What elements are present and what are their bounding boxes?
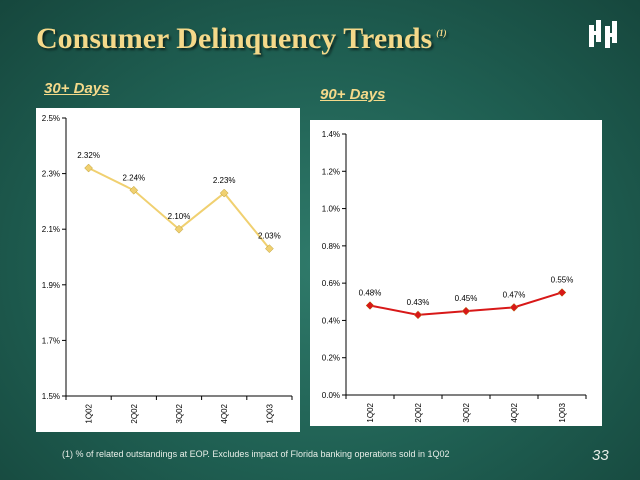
data-label: 2.03% bbox=[258, 232, 281, 241]
x-tick-label: 1Q03 bbox=[265, 403, 274, 423]
data-point-marker bbox=[509, 303, 519, 312]
y-tick-label: 0.6% bbox=[322, 279, 340, 288]
y-tick-label: 0.8% bbox=[322, 242, 340, 251]
data-point-marker bbox=[365, 301, 375, 310]
x-tick-label: 2Q02 bbox=[130, 403, 139, 423]
y-tick-label: 2.3% bbox=[42, 170, 60, 179]
data-point-marker bbox=[557, 288, 567, 297]
chart-90-days: 0.0% 0.2% 0.4% 0.6% 0.8% 1.0% 1.2% 1.4% 1Q02 2Q02… bbox=[322, 130, 587, 423]
chart-30-days-panel: 1.5% 1.7% 1.9% 2.1% 2.3% 2.5% 1Q02 2Q02 3Q02 4Q02… bbox=[36, 108, 300, 432]
data-label: 0.43% bbox=[407, 298, 430, 307]
x-tick-label: 4Q02 bbox=[510, 402, 519, 422]
data-label: 2.23% bbox=[213, 176, 236, 185]
y-tick-label: 1.7% bbox=[42, 336, 60, 345]
y-tick-label: 1.0% bbox=[322, 205, 340, 214]
chart-90-days-heading: 90+ Days bbox=[320, 86, 386, 103]
y-tick-label: 0.2% bbox=[322, 354, 340, 363]
data-label: 0.45% bbox=[455, 294, 478, 303]
y-tick-label: 1.9% bbox=[42, 281, 60, 290]
y-tick-label: 0.0% bbox=[322, 391, 340, 400]
y-tick-label: 2.1% bbox=[42, 225, 60, 234]
y-tick-label: 0.4% bbox=[322, 316, 340, 325]
title-text: Consumer Delinquency Trends bbox=[36, 22, 433, 55]
series-line bbox=[88, 167, 271, 250]
y-tick-label: 1.5% bbox=[42, 392, 60, 401]
page-title: Consumer Delinquency Trends (1) bbox=[36, 22, 447, 56]
data-point-marker bbox=[84, 163, 93, 173]
x-tick-label: 1Q03 bbox=[558, 402, 567, 422]
page-number: 33 bbox=[592, 447, 609, 464]
x-tick-label: 3Q02 bbox=[175, 403, 184, 423]
company-logo-icon bbox=[589, 20, 617, 48]
title-footnote-marker: (1) bbox=[436, 28, 447, 38]
data-point-marker bbox=[219, 188, 229, 198]
chart-30-days-heading: 30+ Days bbox=[44, 80, 110, 97]
data-label: 2.32% bbox=[77, 151, 100, 160]
data-point-marker bbox=[174, 224, 184, 234]
data-point-marker bbox=[265, 244, 274, 254]
data-point-marker bbox=[413, 310, 423, 320]
footnote: (1) % of related outstandings at EOP. Ex… bbox=[62, 449, 450, 459]
data-label: 0.47% bbox=[503, 290, 526, 299]
data-point-marker bbox=[461, 306, 471, 316]
data-point-marker bbox=[129, 185, 139, 195]
y-tick-label: 1.4% bbox=[322, 130, 340, 139]
chart-90-days-panel: 0.0% 0.2% 0.4% 0.6% 0.8% 1.0% 1.2% 1.4% 1Q02 2Q02… bbox=[310, 120, 602, 426]
data-label: 0.48% bbox=[359, 289, 382, 298]
x-tick-label: 1Q02 bbox=[366, 402, 375, 422]
data-label: 2.24% bbox=[122, 173, 145, 182]
data-label: 2.10% bbox=[168, 212, 191, 221]
y-tick-label: 2.5% bbox=[42, 114, 60, 123]
x-tick-label: 1Q02 bbox=[85, 403, 94, 423]
y-tick-label: 1.2% bbox=[322, 167, 340, 176]
chart-30-days: 1.5% 1.7% 1.9% 2.1% 2.3% 2.5% 1Q02 2Q02 3Q02 4Q02… bbox=[42, 114, 293, 424]
x-tick-label: 4Q02 bbox=[220, 403, 229, 423]
x-tick-label: 3Q02 bbox=[462, 402, 471, 422]
x-tick-label: 2Q02 bbox=[414, 402, 423, 422]
data-label: 0.55% bbox=[551, 275, 574, 284]
